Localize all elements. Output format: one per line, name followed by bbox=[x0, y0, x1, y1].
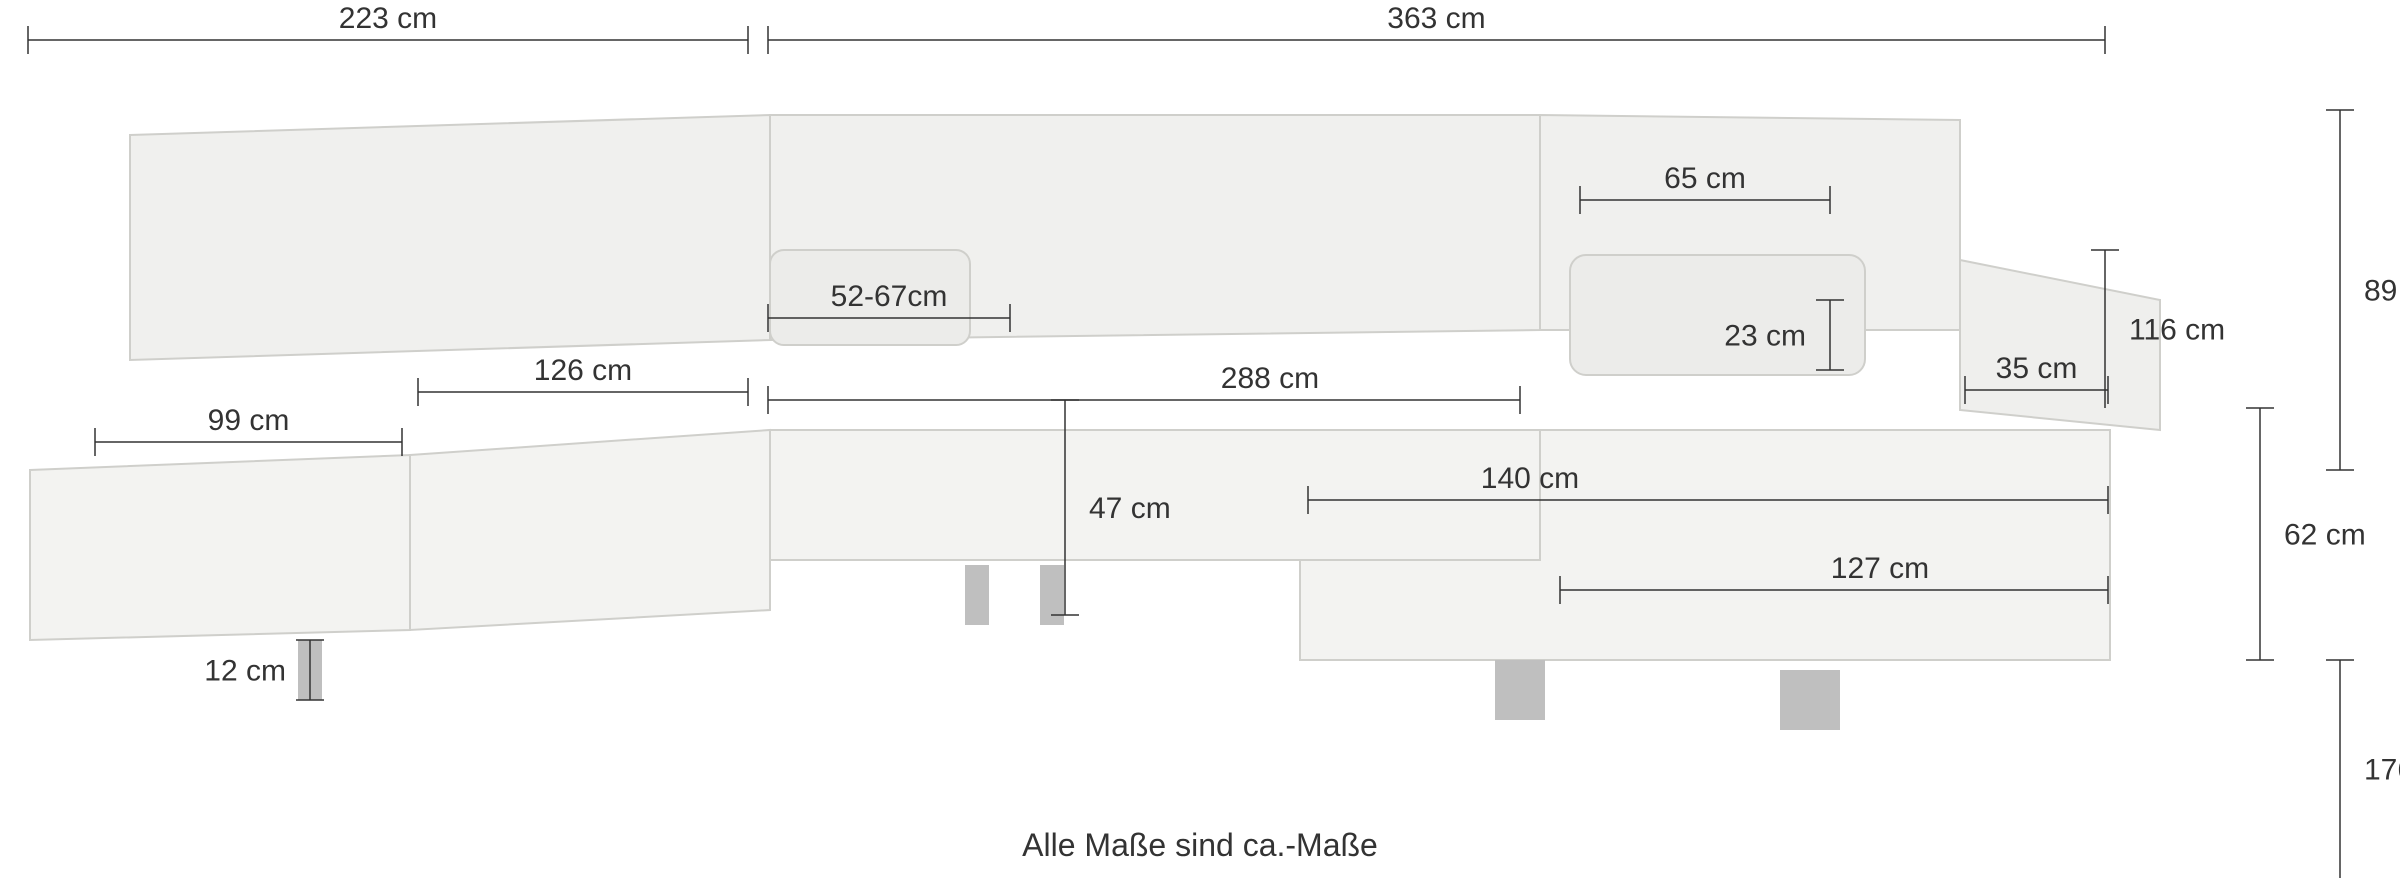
svg-text:223 cm: 223 cm bbox=[339, 2, 437, 35]
caption-text: Alle Maße sind ca.-Maße bbox=[0, 827, 2400, 864]
svg-text:89 cm: 89 cm bbox=[2364, 275, 2400, 308]
svg-text:127 cm: 127 cm bbox=[1831, 552, 1929, 585]
svg-text:23 cm: 23 cm bbox=[1724, 320, 1806, 353]
svg-text:288 cm: 288 cm bbox=[1221, 362, 1319, 395]
svg-text:47 cm: 47 cm bbox=[1089, 492, 1171, 525]
svg-text:363 cm: 363 cm bbox=[1387, 2, 1485, 35]
svg-text:35 cm: 35 cm bbox=[1996, 352, 2078, 385]
svg-text:99 cm: 99 cm bbox=[208, 404, 290, 437]
svg-text:116 cm: 116 cm bbox=[2129, 314, 2225, 347]
svg-text:140 cm: 140 cm bbox=[1481, 462, 1579, 495]
dimension-diagram: 223 cm 363 cm 99 cm 126 cm 52-67cm 288 cm 140 … bbox=[0, 0, 2400, 878]
svg-text:62 cm: 62 cm bbox=[2284, 519, 2366, 552]
svg-text:126 cm: 126 cm bbox=[534, 354, 632, 387]
svg-text:176 cm: 176 cm bbox=[2364, 754, 2400, 787]
svg-text:65 cm: 65 cm bbox=[1664, 162, 1746, 195]
svg-text:52-67cm: 52-67cm bbox=[831, 280, 948, 313]
sofa-silhouette bbox=[30, 115, 2160, 730]
svg-text:12 cm: 12 cm bbox=[204, 655, 286, 688]
